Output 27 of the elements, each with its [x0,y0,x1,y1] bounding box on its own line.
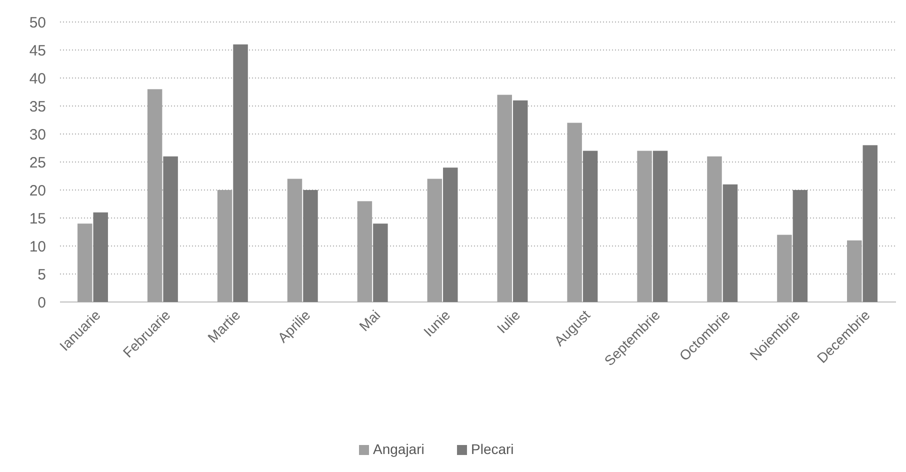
y-tick-label: 10 [29,238,46,256]
legend-label: Plecari [471,441,514,457]
y-tick-label: 35 [29,98,46,116]
x-tick-label: Mai [356,306,384,334]
bar [652,150,668,302]
bar [93,212,108,302]
y-tick-label: 5 [38,266,46,284]
y-tick-label: 20 [29,182,46,200]
bar [582,150,598,302]
y-tick-label: 45 [29,42,46,60]
x-tick-label: Iulie [494,306,524,336]
bar [303,190,318,302]
bar [443,168,458,302]
bar [233,44,248,302]
bar [163,156,178,302]
y-tick-label: 40 [29,70,46,88]
bar [862,145,878,302]
y-tick-label: 50 [29,14,46,32]
y-tick-label: 15 [29,210,46,228]
bar [373,224,388,302]
y-tick-label: 25 [29,154,46,172]
legend-label: Angajari [373,441,424,457]
y-tick-label: 0 [38,294,46,312]
bar [512,100,528,302]
bar [722,184,738,302]
bar [792,190,808,302]
y-tick-label: 30 [29,126,46,144]
